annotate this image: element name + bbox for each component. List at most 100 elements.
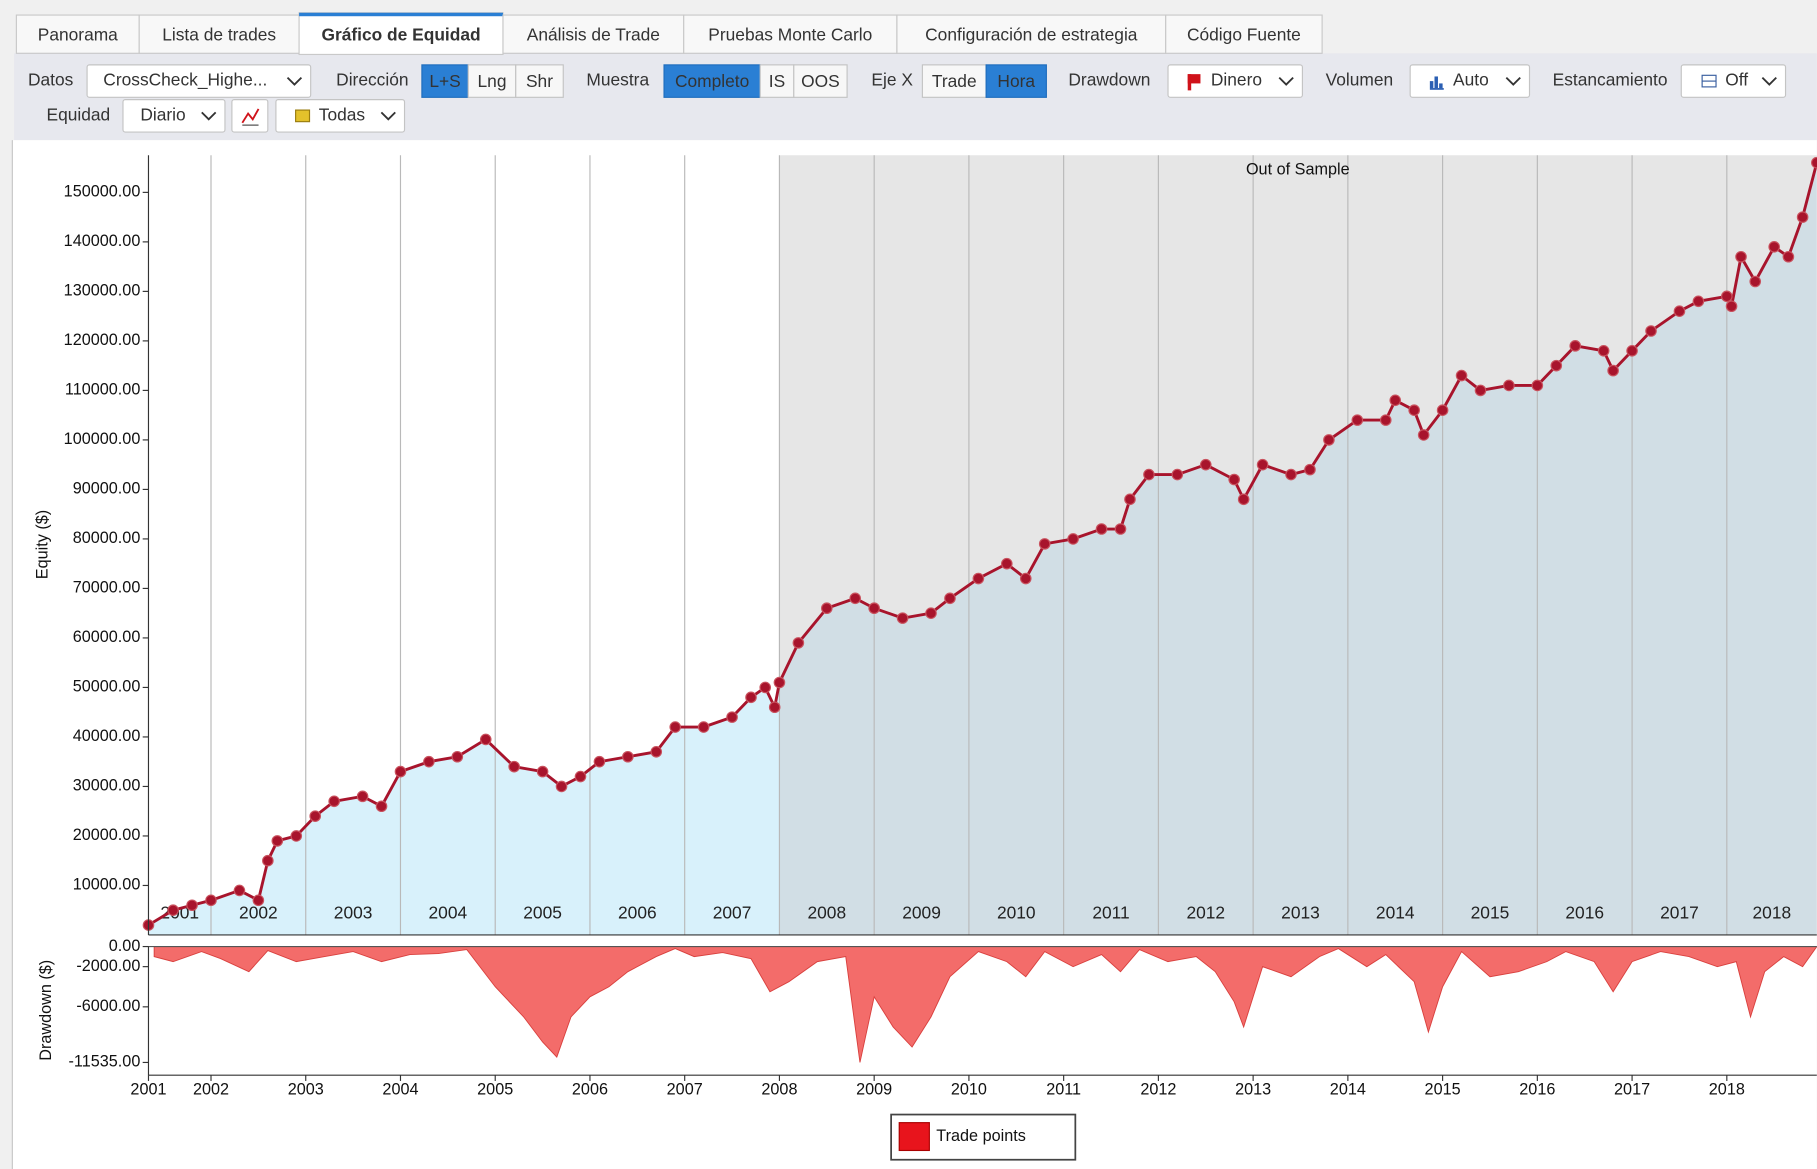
toggle-button[interactable]	[793, 64, 848, 98]
y-tick-label: 10000.00	[73, 876, 141, 894]
trade-point	[1067, 533, 1079, 545]
trade-point	[1782, 250, 1795, 263]
trade-point	[262, 854, 274, 867]
trade-point	[1001, 557, 1013, 570]
trade-point	[1455, 369, 1468, 382]
dropdown[interactable]	[86, 64, 312, 98]
toggle-label[interactable]: L+S	[429, 71, 460, 91]
tab[interactable]	[1165, 14, 1323, 54]
trade-point	[622, 750, 634, 763]
tab-label[interactable]: Panorama	[38, 25, 118, 45]
toggle-label[interactable]: IS	[769, 71, 785, 91]
tab[interactable]	[502, 14, 685, 54]
trade-point	[574, 770, 587, 783]
tab[interactable]	[683, 14, 898, 54]
trade-point	[1645, 325, 1657, 337]
toggle-button[interactable]	[985, 64, 1047, 98]
dropdown-value[interactable]: Auto	[1453, 70, 1489, 90]
trade-point	[508, 760, 520, 773]
dropdown[interactable]	[122, 99, 226, 133]
tab[interactable]	[896, 14, 1167, 54]
trade-point	[849, 592, 862, 605]
trade-point	[593, 755, 606, 768]
tab-label[interactable]: Lista de trades	[162, 25, 276, 45]
year-band-label: 2014	[1376, 903, 1415, 923]
toggle-label[interactable]: Lng	[478, 71, 507, 91]
year-band-label: 2010	[997, 903, 1036, 923]
trade-point	[925, 607, 937, 619]
x-tick-label: 2006	[572, 1080, 608, 1098]
toolbar-label: Eje X	[871, 70, 913, 90]
toggle-button[interactable]	[663, 64, 761, 98]
icon	[1187, 74, 1201, 84]
dropdown[interactable]	[275, 99, 406, 133]
trade-point	[792, 637, 805, 649]
tab-label[interactable]: Código Fuente	[1187, 25, 1301, 45]
trade-point	[1811, 156, 1817, 169]
trade-point	[1389, 394, 1402, 407]
toggle-button[interactable]	[921, 64, 987, 98]
trade-point	[1351, 414, 1364, 426]
toggle-label[interactable]: OOS	[801, 71, 840, 91]
trade-point	[759, 681, 772, 694]
trade-point	[773, 676, 786, 689]
trade-point	[536, 765, 549, 778]
toolbar-label: Drawdown	[1068, 70, 1150, 90]
dropdown-value[interactable]: Todas	[319, 104, 366, 124]
trade-point	[650, 746, 663, 758]
tab[interactable]	[138, 14, 300, 54]
toggle-label[interactable]: Trade	[932, 71, 977, 91]
trade-point	[697, 721, 710, 733]
icon	[1429, 81, 1434, 89]
y-tick-label: 50000.00	[73, 678, 141, 696]
toggle-label[interactable]: Shr	[526, 71, 553, 91]
trade-point	[1124, 493, 1136, 506]
x-tick-label: 2003	[288, 1080, 324, 1098]
toggle-button[interactable]	[421, 64, 469, 98]
year-band-label: 2012	[1186, 903, 1225, 923]
toolbar-label: Equidad	[47, 104, 111, 124]
trade-point	[1038, 538, 1051, 550]
tab-label[interactable]: Análisis de Trade	[527, 25, 660, 45]
year-band-label: 2003	[334, 903, 373, 923]
y-tick-label: 80000.00	[73, 529, 141, 547]
tab-accent	[299, 12, 503, 17]
chevron	[1761, 76, 1777, 86]
toolbar-label: Dirección	[336, 70, 408, 90]
dropdown-value[interactable]: Dinero	[1211, 70, 1262, 90]
y-tick-label: 30000.00	[73, 777, 141, 795]
dropdown[interactable]	[1680, 64, 1787, 98]
x-tick-label: 2005	[477, 1080, 513, 1098]
y-tick-label: 70000.00	[73, 579, 141, 597]
dropdown[interactable]	[1167, 64, 1303, 98]
tab-label[interactable]: Gráfico de Equidad	[321, 25, 480, 45]
tab[interactable]	[298, 12, 504, 56]
chevron	[286, 76, 303, 86]
dropdown-value[interactable]: Off	[1725, 70, 1748, 90]
trade-point	[896, 612, 909, 624]
dropdown-value[interactable]: Diario	[140, 104, 185, 124]
trade-point	[1436, 404, 1449, 416]
trade-point	[1725, 300, 1738, 313]
dropdown-value[interactable]: CrossCheck_Highe...	[103, 70, 267, 90]
trade-point	[944, 592, 956, 605]
trade-point	[252, 894, 265, 907]
trade-point	[1569, 340, 1582, 352]
chevron	[1278, 76, 1294, 86]
trade-point	[271, 835, 284, 847]
toggle-button[interactable]	[515, 64, 564, 98]
toggle-label[interactable]: Completo	[675, 71, 749, 91]
trade-point	[1692, 295, 1705, 308]
tab-label[interactable]: Configuración de estrategia	[925, 25, 1138, 45]
toggle-label[interactable]: Hora	[997, 71, 1035, 91]
toggle-button[interactable]	[759, 64, 795, 98]
y-tick-label: 150000.00	[64, 183, 141, 201]
year-band-label: 2006	[618, 903, 657, 923]
trade-point	[1143, 468, 1155, 481]
x-tick-label: 2014	[1330, 1080, 1366, 1098]
trade-point	[745, 691, 757, 704]
tab-label[interactable]: Pruebas Monte Carlo	[708, 25, 872, 45]
year-band-label: 2002	[239, 903, 278, 923]
trade-point	[356, 790, 369, 803]
icon	[1434, 76, 1438, 89]
